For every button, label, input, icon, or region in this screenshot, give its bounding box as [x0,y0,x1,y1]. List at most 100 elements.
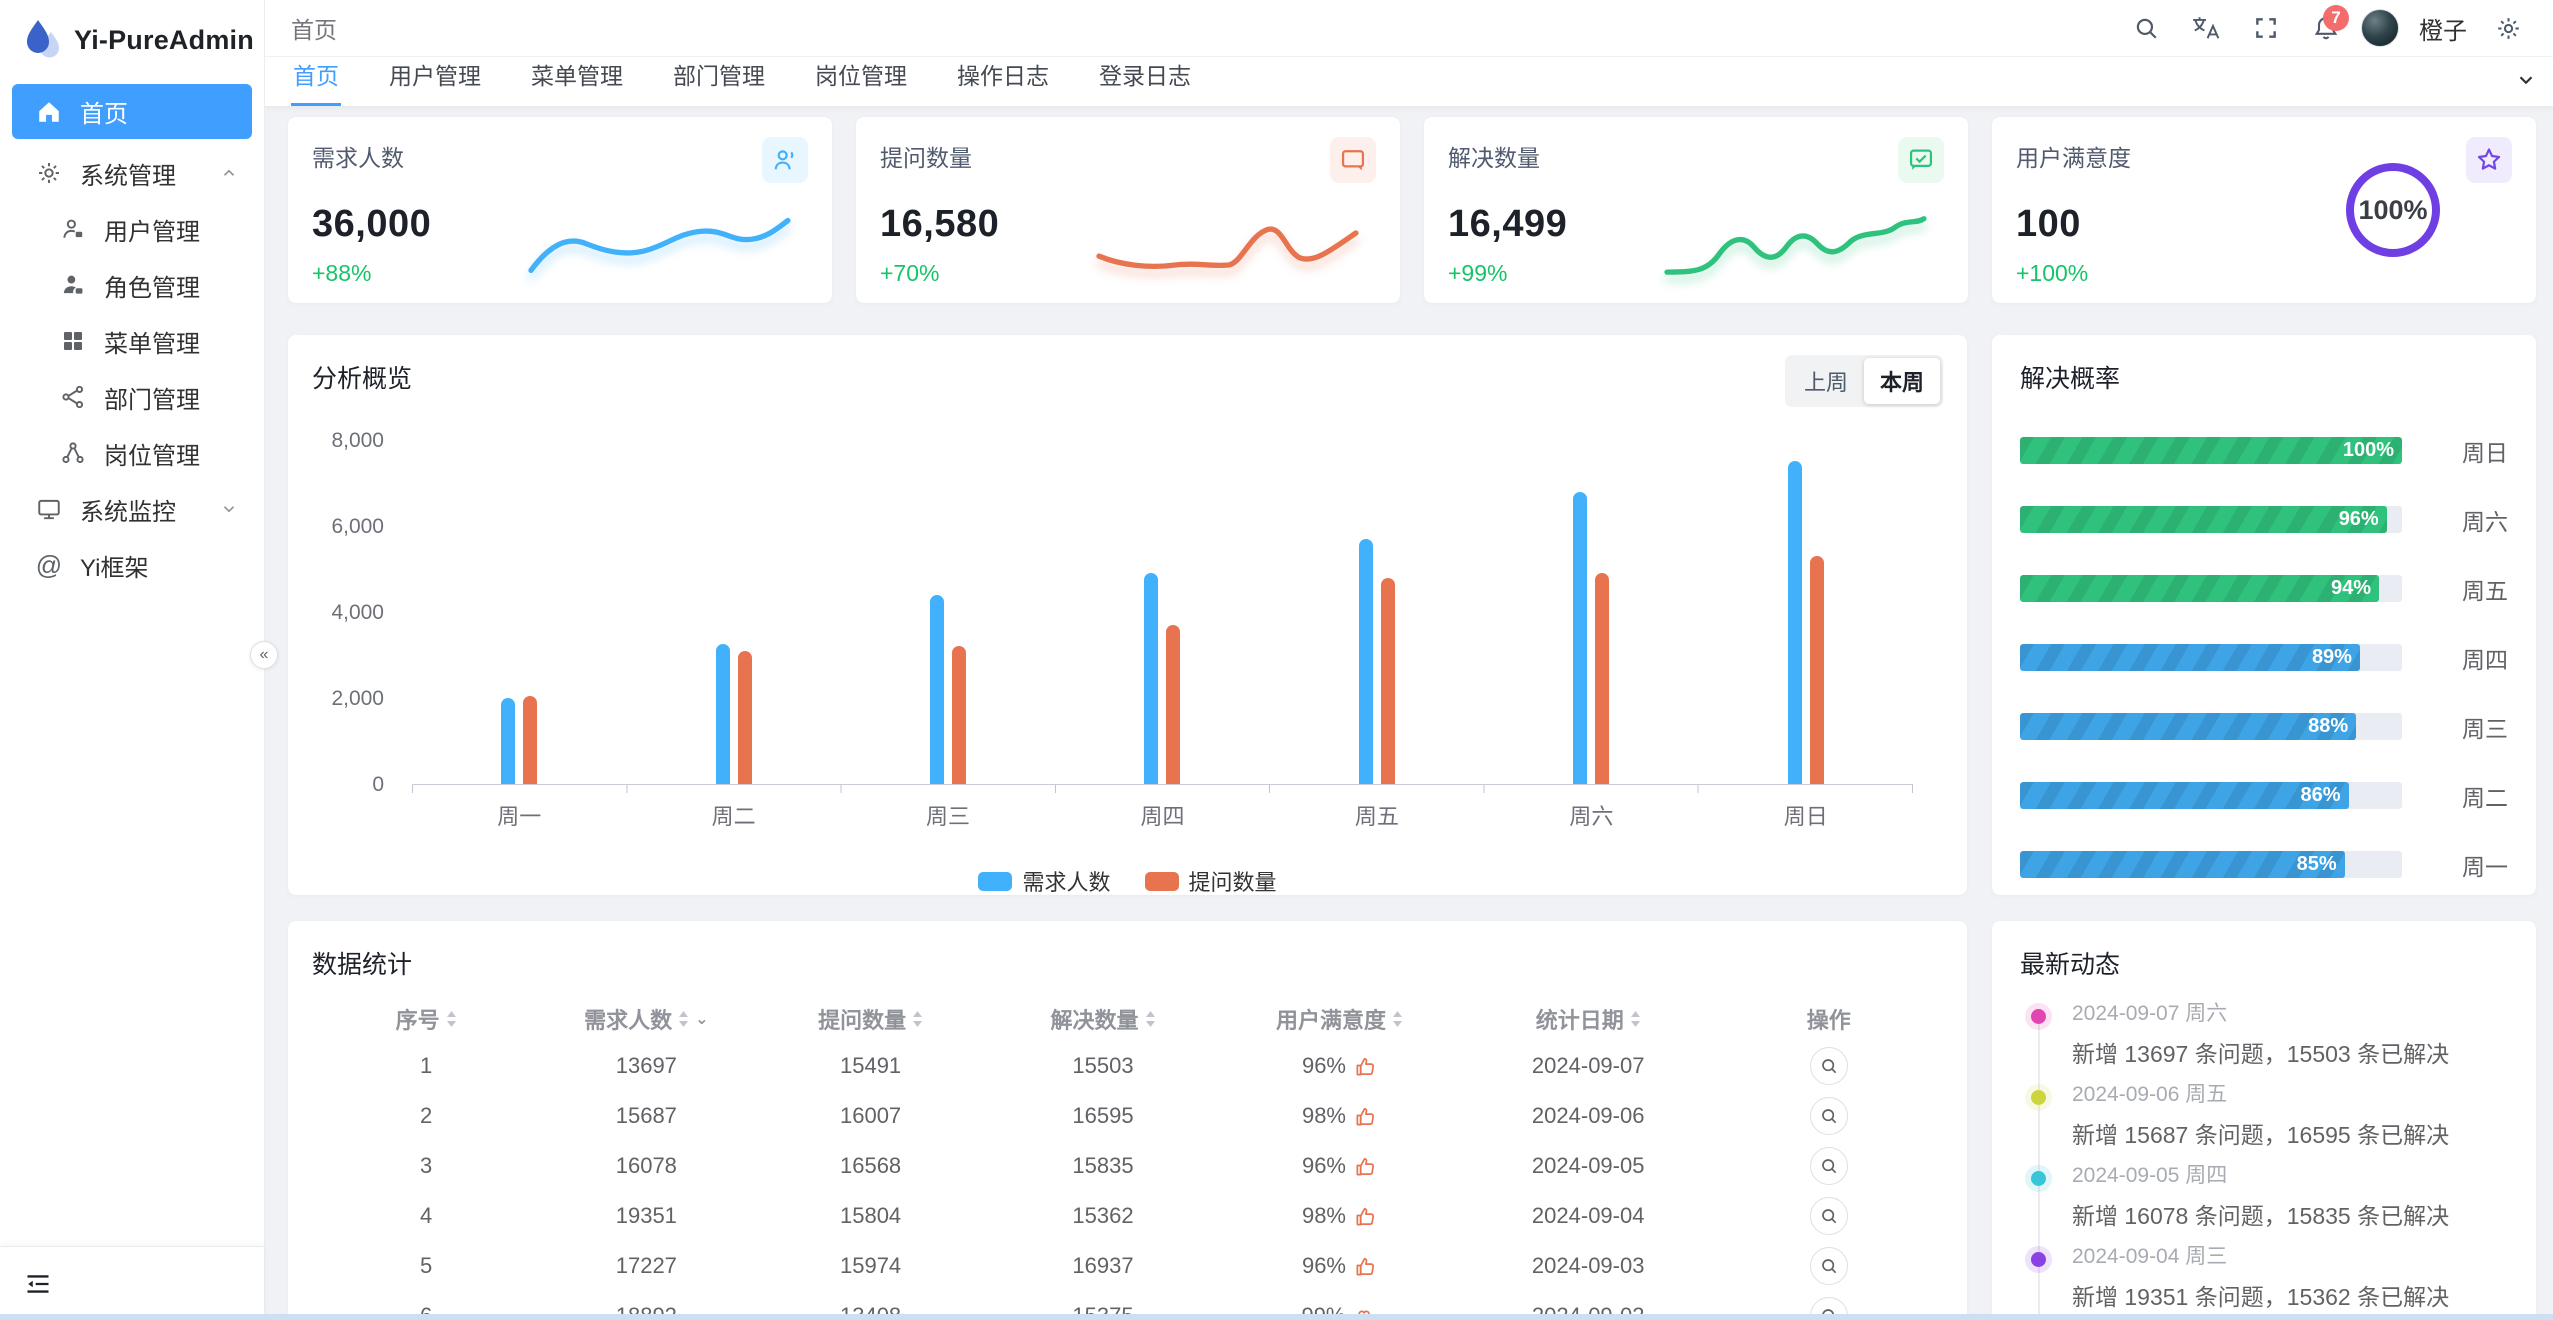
column-label: 操作 [1806,1008,1851,1033]
tab-操作日志[interactable]: 操作日志 [957,63,1049,89]
y-axis-tick: 0 [372,773,384,796]
progress-fill: 85% [2020,851,2345,878]
magnifier-icon [1821,1109,1837,1124]
sidebar-item-user-management[interactable]: 用户管理 [24,201,264,257]
notification-bell-icon[interactable]: 7 [2301,5,2351,51]
tabs: 首页 用户管理 菜单管理 部门管理 岗位管理 操作日志 登录日志 [291,57,1239,106]
legend-item-需求人数[interactable]: 需求人数 [978,865,1111,897]
bar-提问数量 [952,646,967,784]
chevron-down-icon [220,500,238,518]
stat-delta: +70% [880,260,940,286]
settings-gear-icon[interactable] [2483,5,2533,51]
timeline-text: 新增 13697 条问题，15503 条已解决 [2072,1041,2450,1067]
magnifier-icon [1821,1059,1837,1074]
column-label: 用户满意度 [1275,1008,1386,1033]
bar-需求人数 [1787,461,1802,784]
cell-demand: 16078 [615,1153,677,1178]
last-week-button[interactable]: 上周 [1803,370,1848,395]
sidebar-item-role-management[interactable]: 角色管理 [24,257,264,313]
sidebar-item-menu-management[interactable]: 菜单管理 [24,313,264,369]
timeline: 2024-09-07 周六 新增 13697 条问题，15503 条已解决 2024… [2020,995,2508,1320]
tab-菜单管理[interactable]: 菜单管理 [531,63,623,89]
this-week-button[interactable]: 本周 [1863,358,1940,404]
column-header-用户满意度[interactable]: 用户满意度 [1217,1003,1462,1035]
tab-首页[interactable]: 首页 [291,57,341,106]
solve-rate-row-周四: 89% 周四 [2020,644,2508,673]
sidebar-item-label: Yi框架 [80,554,149,582]
tab-options-chevron-icon[interactable] [2515,69,2537,91]
column-header-序号[interactable]: 序号 [312,1003,540,1035]
y-axis-tick: 8,000 [331,429,384,452]
view-row-button[interactable] [1809,1097,1848,1135]
column-header-解决数量[interactable]: 解决数量 [989,1003,1217,1035]
legend-label: 提问数量 [1188,870,1277,895]
sidebar-item-system-management[interactable]: 系统管理 [0,145,264,201]
view-row-button[interactable] [1809,1147,1848,1185]
satisfaction-ring: 100% [2346,163,2440,257]
translate-icon[interactable] [2181,5,2231,51]
news-title: 最新动态 [2020,951,2121,979]
tab-岗位管理[interactable]: 岗位管理 [815,63,907,89]
cell-index: 1 [420,1053,433,1078]
solve-rate-row-周一: 85% 周一 [2020,851,2508,880]
week-toggle: 上周 本周 [1784,355,1943,407]
magnifier-icon [1821,1209,1837,1224]
x-axis-label: 周一 [497,804,542,829]
solve-rate-title: 解决概率 [2020,365,2121,393]
tab-登录日志[interactable]: 登录日志 [1099,63,1191,89]
logo[interactable]: Yi-PureAdmin [0,0,264,80]
legend-item-提问数量[interactable]: 提问数量 [1144,865,1277,897]
sidebar-collapse-button[interactable]: « [250,641,278,669]
bar-需求人数 [501,698,516,784]
cell-solved: 15835 [1072,1153,1134,1178]
tab-部门管理[interactable]: 部门管理 [673,63,765,89]
progress-value: 88% [2308,715,2349,737]
view-row-button[interactable] [1809,1197,1848,1235]
sidebar-item-post-management[interactable]: 岗位管理 [24,425,264,481]
tab-用户管理[interactable]: 用户管理 [389,63,481,89]
sparkline-green [1664,216,1927,275]
stat-cards-row: 需求人数 36,000 +88% 提问数量 16,580 [288,117,2536,303]
column-header-统计日期[interactable]: 统计日期 [1462,1003,1715,1035]
progress-value: 86% [2300,784,2341,806]
cell-questions: 15491 [839,1053,902,1078]
cell-index: 2 [420,1103,433,1128]
topbar: 首页 7 橙子 [265,0,2553,57]
y-axis-tick: 2,000 [331,687,384,710]
user-icon [762,137,808,183]
cell-satisfaction: 96% [1217,1153,1462,1179]
thumb-up-icon [1356,1207,1375,1226]
cell-index: 4 [420,1203,433,1228]
timeline-item: 2024-09-05 周四 新增 16078 条问题，15835 条已解决 [2031,1157,2508,1238]
sidebar-item-label: 菜单管理 [104,330,200,358]
x-axis-label: 周日 [1783,804,1828,829]
timeline-text: 新增 16078 条问题，15835 条已解决 [2072,1203,2450,1229]
bar-需求人数 [1573,492,1588,784]
bar-group-周日 [1699,441,1913,784]
sort-caret-icon [679,1011,689,1027]
avatar[interactable] [2361,9,2399,47]
horizontal-scrollbar[interactable] [0,1314,2553,1320]
sidebar-item-department-management[interactable]: 部门管理 [24,369,264,425]
progress-fill: 88% [2020,713,2357,740]
table-body: 1 13697 15491 15503 96% 2024-09-07 2 15687 16007… [312,1041,1943,1320]
data-table: 序号 需求人数 ⌄ 提问数量 解决数量 用户满意度 统计日期 操作 1 13697 15491 15… [312,997,1943,1320]
view-row-button[interactable] [1809,1047,1848,1085]
view-row-button[interactable] [1809,1247,1848,1285]
column-header-提问数量[interactable]: 提问数量 [752,1003,988,1035]
sidebar-item-yi-framework[interactable]: @ Yi框架 [0,537,264,593]
x-axis-label: 周五 [1354,804,1399,829]
magnifier-icon [1821,1159,1837,1174]
column-header-需求人数[interactable]: 需求人数 ⌄ [540,1003,752,1035]
sidebar-item-home[interactable]: 首页 [12,84,252,139]
search-icon[interactable] [2121,5,2171,51]
stat-value: 100 [2016,203,2081,245]
sidebar-item-system-monitor[interactable]: 系统监控 [0,481,264,537]
solve-rate-row-周六: 96% 周六 [2020,506,2508,535]
table-row: 3 16078 16568 15835 96% 2024-09-05 [312,1141,1943,1191]
menu-fold-icon[interactable] [24,1270,52,1298]
filter-chevron-icon[interactable]: ⌄ [695,1011,709,1028]
timeline-text: 新增 15687 条问题，16595 条已解决 [2072,1122,2450,1148]
fullscreen-icon[interactable] [2241,5,2291,51]
